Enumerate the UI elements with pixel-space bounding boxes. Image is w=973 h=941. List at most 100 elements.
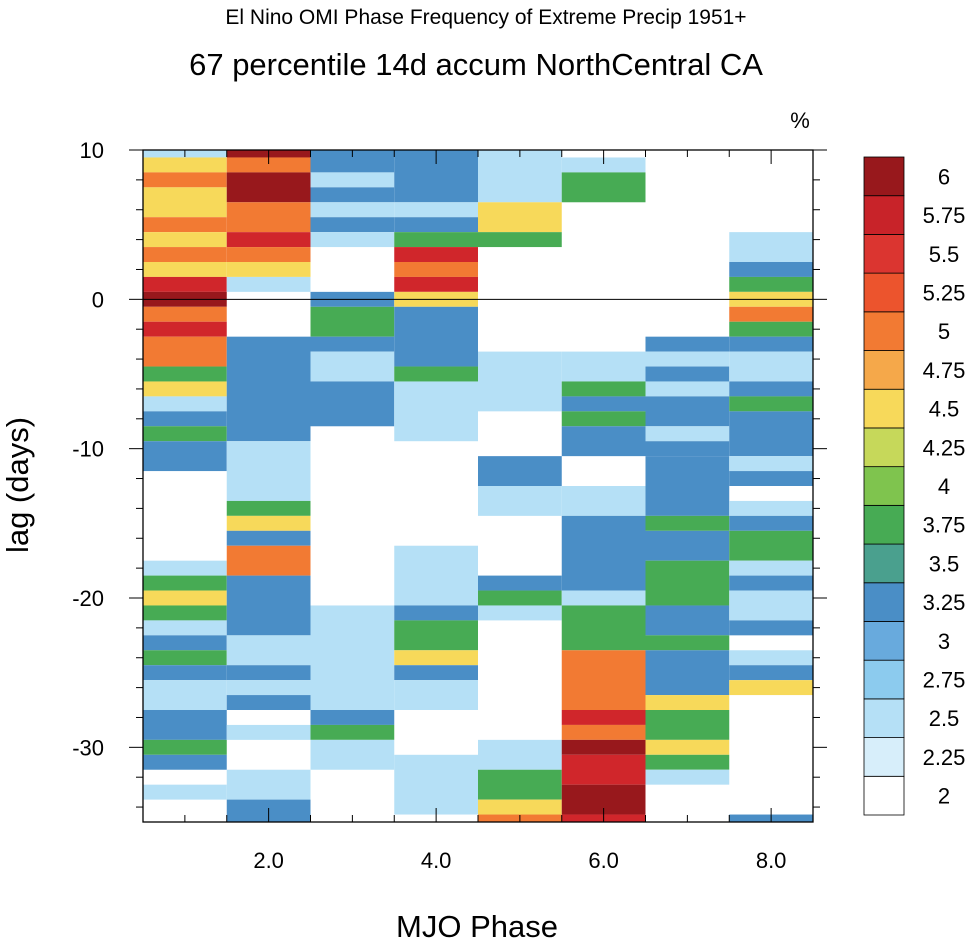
heatmap-cell xyxy=(143,560,227,576)
heatmap-cell xyxy=(394,262,478,277)
heatmap-cell xyxy=(729,590,813,621)
heatmap-cell xyxy=(226,441,311,501)
heatmap-cell xyxy=(729,500,813,516)
heatmap-cell xyxy=(310,150,395,173)
heatmap-cell xyxy=(226,724,311,740)
heatmap-cell xyxy=(226,635,311,666)
heatmap-cell xyxy=(143,441,227,472)
heatmap-cell xyxy=(143,396,227,412)
heatmap-cell xyxy=(561,739,646,755)
heatmap-cell xyxy=(729,351,813,382)
chart-subtitle: 67 percentile 14d accum NorthCentral CA xyxy=(189,47,763,82)
colorbar-swatch xyxy=(863,311,905,351)
heatmap-cell xyxy=(394,202,478,218)
heatmap-cell xyxy=(729,665,813,681)
chart-title: El Nino OMI Phase Frequency of Extreme P… xyxy=(225,6,746,29)
heatmap-cell xyxy=(645,396,730,427)
heatmap-cell xyxy=(478,575,562,591)
heatmap-cell xyxy=(729,560,813,576)
heatmap-cell xyxy=(143,306,227,322)
heatmap-cell xyxy=(645,351,730,367)
y-axis-title: lag (days) xyxy=(0,417,35,553)
heatmap-cell xyxy=(143,217,227,233)
heatmap-cell xyxy=(561,605,646,651)
heatmap-cell xyxy=(226,665,311,681)
heatmap-cell xyxy=(143,426,227,442)
heatmap-cell xyxy=(394,545,478,606)
x-tick-label: 2.0 xyxy=(253,848,284,873)
heatmap-cell xyxy=(310,172,395,188)
heatmap-cell xyxy=(226,769,311,800)
heatmap-cell xyxy=(143,366,227,382)
heatmap-cell xyxy=(645,515,730,531)
heatmap-cell xyxy=(310,306,395,337)
heatmap-cell xyxy=(310,187,395,203)
colorbar-label: 5 xyxy=(938,319,950,344)
heatmap-cell xyxy=(478,590,562,606)
heatmap-cell xyxy=(143,635,227,651)
heatmap-cell xyxy=(645,695,730,710)
heatmap-cell xyxy=(645,560,730,606)
heatmap-cell xyxy=(394,754,478,815)
heatmap-cell xyxy=(226,500,311,516)
colorbar-label: 4.75 xyxy=(923,358,966,383)
heatmap-cell xyxy=(226,232,311,248)
heatmap-cell xyxy=(729,650,813,666)
heatmap-cell xyxy=(478,605,562,621)
heatmap-cell xyxy=(143,680,227,710)
heatmap-cell xyxy=(143,411,227,427)
heatmap-cell xyxy=(394,217,478,233)
heatmap-cell xyxy=(143,247,227,262)
heatmap-cell xyxy=(143,262,227,277)
colorbar-label: 3.25 xyxy=(923,590,966,615)
heatmap-cell xyxy=(143,620,227,636)
heatmap-cell xyxy=(478,799,562,815)
heatmap-cell xyxy=(561,650,646,710)
colorbar-label: 2.75 xyxy=(923,668,966,693)
heatmap-cell xyxy=(143,232,227,248)
heatmap-cell xyxy=(729,321,813,337)
heatmap-cell xyxy=(143,710,227,740)
heatmap-cell xyxy=(478,232,562,248)
heatmap-cell xyxy=(310,710,395,725)
heatmap-cell xyxy=(645,605,730,636)
colorbar-swatch xyxy=(863,427,905,468)
heatmap-cell xyxy=(729,306,813,322)
heatmap-cell xyxy=(394,381,478,442)
heatmap-cell xyxy=(143,590,227,606)
x-tick-label: 6.0 xyxy=(588,848,619,873)
y-tick-labels: 10 0 -10 -20 -30 xyxy=(72,138,104,760)
heatmap-cell xyxy=(561,710,646,725)
heatmap-cell xyxy=(645,635,730,651)
colorbar-label: 2.25 xyxy=(923,745,966,770)
heatmap-cell xyxy=(478,769,562,800)
heatmap-cell xyxy=(226,515,311,531)
heatmap-cell xyxy=(310,202,395,218)
heatmap-cell xyxy=(729,575,813,591)
heatmap-cell xyxy=(394,665,478,681)
heatmap-cell xyxy=(561,590,646,606)
heatmap-cell xyxy=(394,276,478,292)
colorbar-swatch xyxy=(863,388,905,429)
heatmap-cell xyxy=(143,784,227,800)
colorbar-swatch xyxy=(863,466,905,506)
heatmap-cell xyxy=(226,336,311,442)
heatmap-cell xyxy=(561,157,646,173)
heatmap-cell xyxy=(729,411,813,457)
heatmap-cell xyxy=(226,262,311,277)
heatmap-cell xyxy=(561,515,646,591)
colorbar-label: 2 xyxy=(938,784,950,809)
heatmap-cell xyxy=(478,739,562,770)
colorbar-label: 4.25 xyxy=(923,435,966,460)
colorbar-swatch xyxy=(863,543,905,584)
heatmap-cell xyxy=(729,515,813,531)
heatmap-cell xyxy=(143,739,227,755)
colorbar-label: 5.25 xyxy=(923,280,966,305)
heatmap-cell xyxy=(729,456,813,472)
heatmap-cell xyxy=(226,247,311,262)
heatmap-cell xyxy=(226,276,311,292)
heatmap-cell xyxy=(310,351,395,382)
heatmap-cell xyxy=(143,650,227,666)
heatmap-cell xyxy=(561,426,646,457)
